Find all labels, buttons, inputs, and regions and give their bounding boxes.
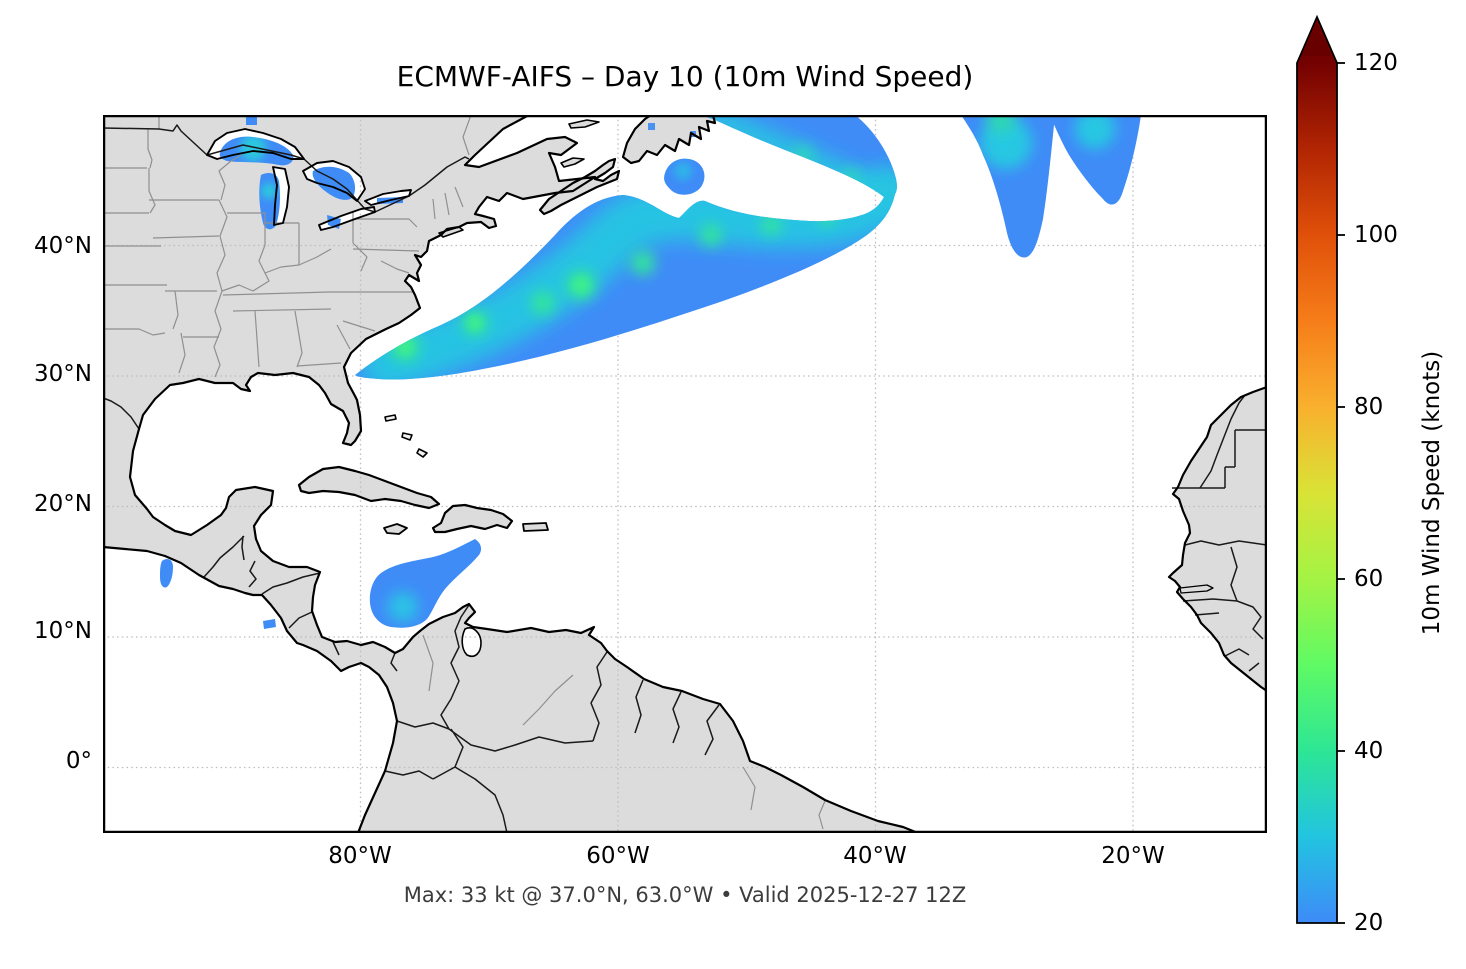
papagayo-gap-wind: [263, 619, 276, 629]
colorbar-gradient-bar: [1296, 14, 1338, 924]
state-borders: [103, 115, 826, 830]
y-tick-30n: 30°N: [34, 361, 92, 387]
lake-of-the-woods-wind: [246, 117, 257, 125]
x-tick-80w: 80°W: [328, 843, 392, 869]
map-plot: [103, 115, 1267, 833]
country-borders: [103, 124, 1267, 833]
gridlines: [103, 115, 1267, 833]
figure-title: ECMWF-AIFS – Day 10 (10m Wind Speed): [396, 60, 974, 93]
cb-tick-20: 20: [1354, 910, 1384, 936]
cb-tick-60: 60: [1354, 566, 1384, 592]
caption-max-valid: Max: 33 kt @ 37.0°N, 63.0°W • Valid 2025…: [403, 883, 967, 907]
y-tick-0: 0°: [65, 748, 92, 774]
x-tick-20w: 20°W: [1101, 843, 1165, 869]
x-tick-40w: 40°W: [843, 843, 907, 869]
plot-frame: [103, 115, 1267, 833]
colorbar-axis-label: 10m Wind Speed (knots): [1419, 350, 1445, 636]
colorbar-tick-marks: [1337, 62, 1345, 924]
y-tick-40n: 40°N: [34, 233, 92, 259]
colorbar-extend-arrow: [1302, 23, 1332, 56]
x-tick-60w: 60°W: [586, 843, 650, 869]
cb-tick-40: 40: [1354, 738, 1384, 764]
tehuantepec-gap-wind: [160, 559, 173, 588]
cb-tick-120: 120: [1354, 50, 1398, 76]
map-svg: [103, 115, 1267, 833]
y-tick-10n: 10°N: [34, 618, 92, 644]
y-tick-20n: 20°N: [34, 491, 92, 517]
colorbar: [1296, 14, 1345, 924]
cb-tick-80: 80: [1354, 394, 1384, 420]
cb-tick-100: 100: [1354, 222, 1398, 248]
